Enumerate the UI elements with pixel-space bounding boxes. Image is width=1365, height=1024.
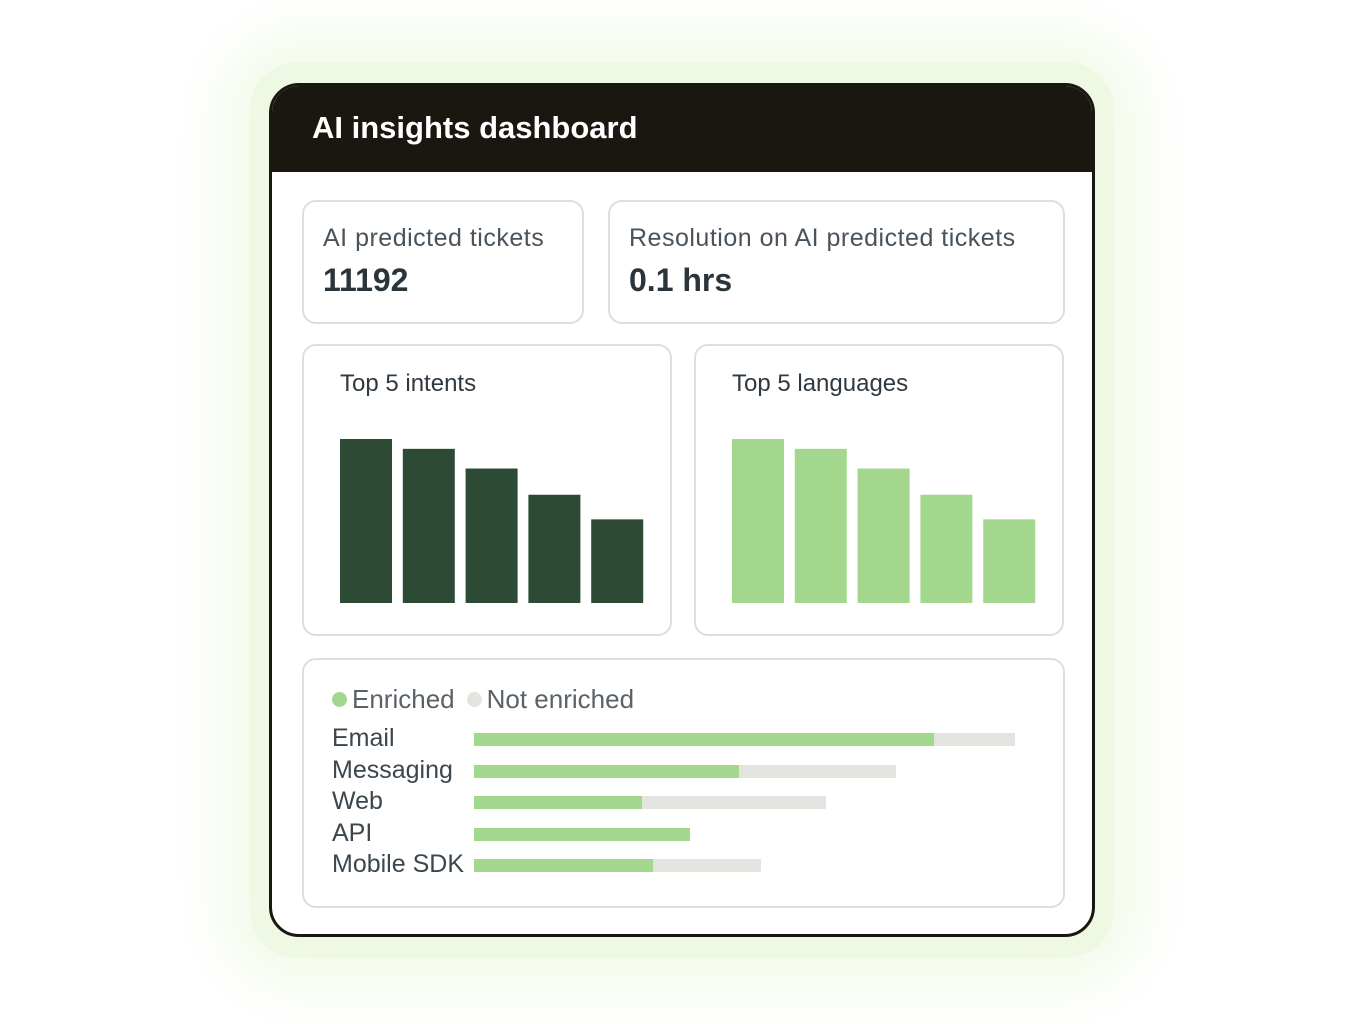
enriched-legend-dot	[332, 692, 347, 707]
enriched-bar	[474, 859, 653, 872]
dashboard-header: AI insights dashboard	[272, 86, 1092, 172]
languages-bars	[732, 439, 1036, 603]
bar-3	[465, 468, 518, 603]
channel-enrichment-chart: Enriched Not enriched Email Messaging Web A…	[302, 658, 1065, 908]
enriched-bar	[474, 733, 934, 746]
enriched-bar	[474, 764, 740, 778]
not-enriched-legend-dot	[466, 692, 482, 707]
kpi-value: 0.1 hrs	[629, 262, 733, 298]
bar-5	[983, 519, 1036, 603]
kpi-value: 11192	[323, 262, 409, 298]
intents-bars	[340, 439, 644, 603]
not-enriched-bar	[474, 733, 1015, 746]
row-label: Mobile SDK	[332, 850, 464, 878]
chart-title: Top 5 languages	[732, 370, 909, 397]
not-enriched-bar	[474, 796, 826, 809]
bar-2	[794, 448, 847, 603]
bar-2	[402, 448, 455, 603]
row-label: Web	[332, 787, 383, 815]
kpi-resolution-time: Resolution on AI predicted tickets 0.1 h…	[608, 200, 1065, 324]
bar-1	[340, 439, 392, 603]
legend: Enriched Not enriched	[332, 684, 634, 715]
bar-4	[920, 494, 973, 603]
bar-3	[857, 468, 910, 603]
row-label: API	[332, 818, 373, 847]
row-label: Messaging	[332, 755, 453, 784]
kpi-label: AI predicted tickets	[323, 224, 545, 252]
chart-title: Top 5 intents	[340, 370, 477, 397]
not-enriched-bar	[474, 827, 691, 841]
bar-5	[591, 519, 644, 603]
not-enriched-bar	[474, 859, 761, 872]
dashboard-card: AI insights dashboard AI predicted ticke…	[269, 83, 1095, 937]
row-label: Email	[332, 724, 395, 752]
kpi-ai-predicted-tickets: AI predicted tickets 11192	[302, 200, 584, 324]
legend-enriched: Enriched	[352, 684, 455, 714]
enriched-bar	[474, 827, 691, 841]
top-languages-chart: Top 5 languages	[694, 344, 1064, 636]
legend-not-enriched: Not enriched	[486, 684, 635, 714]
bar-4	[528, 494, 581, 603]
page-title: AI insights dashboard	[312, 110, 638, 145]
enriched-bar	[474, 796, 642, 809]
top-intents-chart: Top 5 intents	[302, 344, 672, 636]
kpi-label: Resolution on AI predicted tickets	[629, 224, 1016, 252]
not-enriched-bar	[474, 764, 896, 778]
bar-1	[732, 439, 784, 603]
